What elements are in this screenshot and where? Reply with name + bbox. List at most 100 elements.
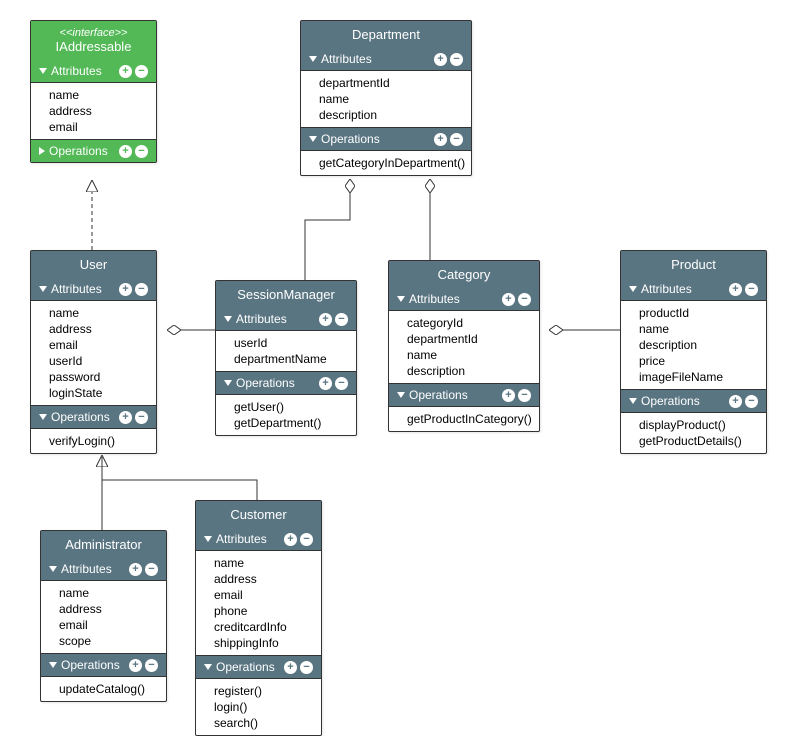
operations-header[interactable]: Operations+−: [196, 655, 321, 678]
operations-header[interactable]: Operations+−: [31, 405, 156, 428]
remove-icon[interactable]: −: [335, 313, 348, 326]
class-title: User: [31, 251, 156, 278]
operations-header[interactable]: Operations+−: [301, 127, 471, 150]
class-title: Department: [301, 21, 471, 48]
attributes-header[interactable]: Attributes+−: [196, 528, 321, 550]
operations-header[interactable]: Operations+−: [389, 383, 539, 406]
add-icon[interactable]: +: [434, 133, 447, 146]
attributes-body: name address email: [31, 82, 156, 139]
operations-header[interactable]: Operations+−: [216, 371, 356, 394]
collapse-icon: [397, 296, 405, 302]
add-icon[interactable]: +: [434, 53, 447, 66]
add-icon[interactable]: +: [119, 283, 132, 296]
attributes-header[interactable]: Attributes+−: [216, 308, 356, 330]
operations-body: getCategoryInDepartment(): [301, 150, 471, 175]
attr: creditcardInfo: [196, 619, 321, 635]
remove-icon[interactable]: −: [145, 563, 158, 576]
collapse-icon: [204, 536, 212, 542]
op: displayProduct(): [621, 417, 766, 433]
remove-icon[interactable]: −: [135, 65, 148, 78]
operations-body: register() login() search(): [196, 678, 321, 735]
add-icon[interactable]: +: [319, 377, 332, 390]
attributes-body: categoryId departmentId name description: [389, 310, 539, 383]
attr: email: [196, 587, 321, 603]
collapse-icon: [49, 662, 57, 668]
operations-header[interactable]: Operations+−: [621, 389, 766, 412]
add-icon[interactable]: +: [729, 395, 742, 408]
operations-body: getUser() getDepartment(): [216, 394, 356, 435]
collapse-icon: [49, 566, 57, 572]
remove-icon[interactable]: −: [450, 53, 463, 66]
add-icon[interactable]: +: [119, 145, 132, 158]
add-icon[interactable]: +: [284, 661, 297, 674]
add-icon[interactable]: +: [119, 65, 132, 78]
remove-icon[interactable]: −: [300, 661, 313, 674]
add-icon[interactable]: +: [729, 283, 742, 296]
attributes-header[interactable]: Attributes+−: [31, 60, 156, 82]
attr: loginState: [31, 385, 156, 401]
class-administrator[interactable]: Administrator Attributes+− name address …: [40, 530, 167, 702]
op: search(): [196, 715, 321, 731]
remove-icon[interactable]: −: [335, 377, 348, 390]
attributes-header[interactable]: Attributes+−: [621, 278, 766, 300]
attr: address: [31, 321, 156, 337]
operations-header[interactable]: Operations+−: [31, 139, 156, 162]
collapse-icon: [309, 56, 317, 62]
attr: scope: [41, 633, 166, 649]
class-title: <<interface>>IAddressable: [31, 21, 156, 60]
class-customer[interactable]: Customer Attributes+− name address email…: [195, 500, 322, 736]
attributes-header[interactable]: Attributes+−: [31, 278, 156, 300]
remove-icon[interactable]: −: [518, 293, 531, 306]
collapse-icon: [204, 664, 212, 670]
operations-header[interactable]: Operations+−: [41, 653, 166, 676]
class-department[interactable]: Department Attributes+− departmentId nam…: [300, 20, 472, 176]
attributes-body: name address email userId password login…: [31, 300, 156, 405]
remove-icon[interactable]: −: [135, 145, 148, 158]
attr: name: [196, 555, 321, 571]
collapse-icon: [397, 392, 405, 398]
attr: description: [389, 363, 539, 379]
attributes-header[interactable]: Attributes+−: [389, 288, 539, 310]
attr: departmentId: [301, 75, 471, 91]
expand-icon: [39, 147, 45, 155]
remove-icon[interactable]: −: [135, 283, 148, 296]
attr: productId: [621, 305, 766, 321]
attr: phone: [196, 603, 321, 619]
attr: email: [41, 617, 166, 633]
remove-icon[interactable]: −: [450, 133, 463, 146]
class-sessionmanager[interactable]: SessionManager Attributes+− userId depar…: [215, 280, 357, 436]
remove-icon[interactable]: −: [135, 411, 148, 424]
add-icon[interactable]: +: [502, 293, 515, 306]
operations-body: getProductInCategory(): [389, 406, 539, 431]
remove-icon[interactable]: −: [145, 659, 158, 672]
class-iaddressable[interactable]: <<interface>>IAddressable Attributes+− n…: [30, 20, 157, 163]
attributes-body: departmentId name description: [301, 70, 471, 127]
class-product[interactable]: Product Attributes+− productId name desc…: [620, 250, 767, 454]
class-category[interactable]: Category Attributes+− categoryId departm…: [388, 260, 540, 432]
add-icon[interactable]: +: [119, 411, 132, 424]
attr: password: [31, 369, 156, 385]
add-icon[interactable]: +: [129, 563, 142, 576]
remove-icon[interactable]: −: [745, 283, 758, 296]
add-icon[interactable]: +: [502, 389, 515, 402]
class-title: Customer: [196, 501, 321, 528]
op: getUser(): [216, 399, 356, 415]
remove-icon[interactable]: −: [300, 533, 313, 546]
add-icon[interactable]: +: [319, 313, 332, 326]
class-user[interactable]: User Attributes+− name address email use…: [30, 250, 157, 454]
attributes-header[interactable]: Attributes+−: [41, 558, 166, 580]
class-title: Administrator: [41, 531, 166, 558]
op: getProductInCategory(): [389, 411, 539, 427]
attr: description: [301, 107, 471, 123]
remove-icon[interactable]: −: [745, 395, 758, 408]
attributes-body: productId name description price imageFi…: [621, 300, 766, 389]
class-title: Category: [389, 261, 539, 288]
remove-icon[interactable]: −: [518, 389, 531, 402]
add-icon[interactable]: +: [284, 533, 297, 546]
attr: userId: [31, 353, 156, 369]
attr: name: [389, 347, 539, 363]
collapse-icon: [309, 136, 317, 142]
attributes-body: userId departmentName: [216, 330, 356, 371]
attributes-header[interactable]: Attributes+−: [301, 48, 471, 70]
add-icon[interactable]: +: [129, 659, 142, 672]
